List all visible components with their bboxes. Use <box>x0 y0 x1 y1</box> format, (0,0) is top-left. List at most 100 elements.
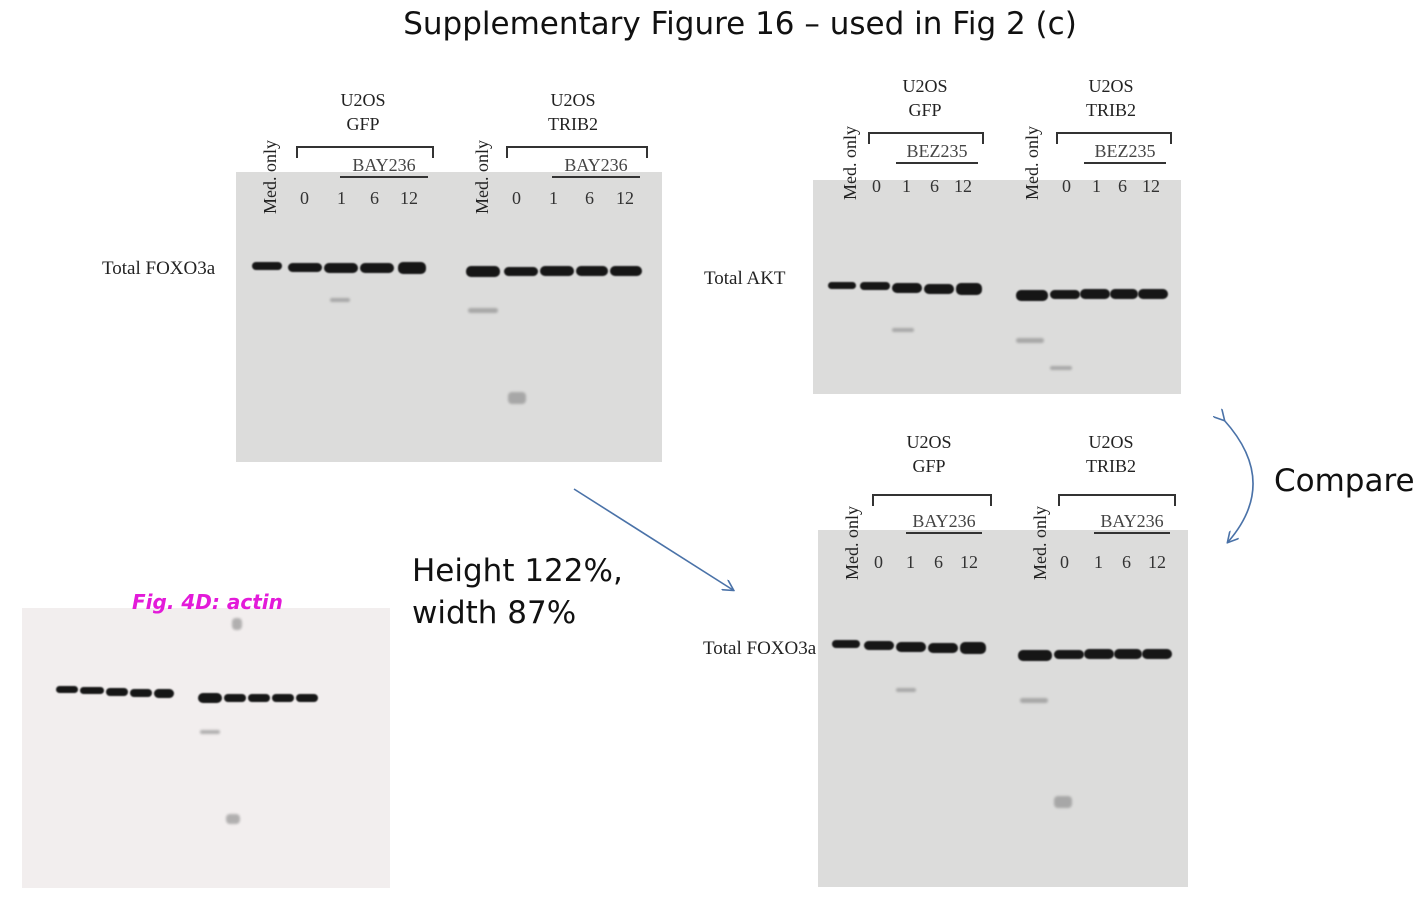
group-bracket <box>296 146 434 158</box>
group-label: U2OS GFP <box>318 88 408 136</box>
group-name-line1: U2OS <box>906 432 952 452</box>
resize-note-line1: Height 122%, <box>412 553 623 589</box>
group-label: U2OS TRIB2 <box>1066 430 1156 478</box>
gel-band <box>106 688 128 696</box>
gel-band <box>198 693 222 703</box>
gel-band <box>1084 649 1114 659</box>
gel-band <box>56 686 78 693</box>
gel-band <box>398 262 426 274</box>
gel-band <box>248 694 270 702</box>
lane-label: 1 <box>1092 176 1101 196</box>
lane-label: 0 <box>1062 176 1071 196</box>
gel-band <box>1080 289 1110 299</box>
group-bracket <box>1058 494 1176 506</box>
resize-arrow <box>573 488 733 590</box>
faint-band <box>330 298 350 302</box>
lane-label: 6 <box>1118 176 1127 196</box>
compare-label: Compare <box>1274 463 1415 499</box>
resize-note: Height 122%, width 87% <box>412 550 623 634</box>
lane-label: 12 <box>616 188 634 208</box>
gel-band <box>896 642 926 652</box>
gel-membrane <box>818 530 1188 887</box>
faint-band <box>200 730 220 734</box>
gel-band <box>1018 650 1052 661</box>
gel-band <box>1050 290 1080 299</box>
gel-band <box>324 263 358 273</box>
group-name-line2: TRIB2 <box>547 114 598 134</box>
gel-band <box>832 640 860 648</box>
gel-band <box>610 266 642 276</box>
resize-note-line2: width 87% <box>412 595 577 631</box>
faint-band <box>1050 366 1072 370</box>
lane-label: 12 <box>400 188 418 208</box>
faint-band <box>892 328 914 332</box>
group-bracket <box>872 494 992 506</box>
group-name-line1: U2OS <box>1088 432 1134 452</box>
gel-band <box>1054 650 1084 659</box>
faint-band <box>508 392 526 404</box>
group-bracket <box>868 132 984 144</box>
gel-band <box>860 282 890 290</box>
group-name-line2: TRIB2 <box>1085 456 1136 476</box>
gel-membrane <box>22 608 390 888</box>
lane-label: 1 <box>337 188 346 208</box>
treatment-label: BEZ235 <box>1084 140 1166 164</box>
row-label: Total AKT <box>704 268 786 289</box>
gel-band <box>1110 289 1138 299</box>
gel-band <box>466 266 500 277</box>
faint-band <box>468 308 498 313</box>
gel-band <box>960 642 986 654</box>
faint-band <box>1054 796 1072 808</box>
gel-band <box>288 263 322 272</box>
lane-label: 6 <box>370 188 379 208</box>
gel-band <box>360 263 394 273</box>
lane-label: 0 <box>512 188 521 208</box>
gel-band <box>576 266 608 276</box>
gel-band <box>224 694 246 702</box>
gel-membrane <box>236 172 662 462</box>
gel-band <box>1142 649 1172 659</box>
row-label: Total FOXO3a <box>102 258 216 279</box>
lane-label: 1 <box>1094 552 1103 572</box>
treatment-label: BEZ235 <box>896 140 978 164</box>
group-label: U2OS GFP <box>880 74 970 122</box>
gel-band <box>1114 649 1142 659</box>
gel-band <box>130 689 152 697</box>
group-name-line1: U2OS <box>902 76 948 96</box>
gel-band <box>828 282 856 289</box>
gel-band <box>1016 290 1048 301</box>
lane-label: 6 <box>585 188 594 208</box>
faint-band <box>226 814 240 824</box>
lane-label: 0 <box>300 188 309 208</box>
gel-band <box>864 641 894 650</box>
lane-label: 12 <box>1142 176 1160 196</box>
gel-band <box>892 283 922 293</box>
group-label: U2OS TRIB2 <box>1066 74 1156 122</box>
lane-label: 12 <box>1148 552 1166 572</box>
gel-band <box>154 689 174 698</box>
lane-label: 0 <box>874 552 883 572</box>
gel-band <box>956 283 982 295</box>
lane-label: 1 <box>549 188 558 208</box>
lane-label: 12 <box>960 552 978 572</box>
gel-band <box>504 267 538 276</box>
compare-arrow <box>1224 420 1254 542</box>
group-name-line2: GFP <box>908 100 942 120</box>
group-label: U2OS TRIB2 <box>528 88 618 136</box>
figure-title: Supplementary Figure 16 – used in Fig 2 … <box>403 6 1077 42</box>
group-name-line1: U2OS <box>550 90 596 110</box>
lane-label: 12 <box>954 176 972 196</box>
gel-band <box>924 284 954 294</box>
group-name-line1: U2OS <box>340 90 386 110</box>
treatment-label: BAY236 <box>340 154 428 178</box>
gel-band <box>252 262 282 270</box>
lane-label: 0 <box>872 176 881 196</box>
group-bracket <box>506 146 648 158</box>
group-name-line2: GFP <box>346 114 380 134</box>
faint-band <box>232 618 242 630</box>
lane-label: 6 <box>1122 552 1131 572</box>
faint-band <box>896 688 916 692</box>
lane-label: 6 <box>934 552 943 572</box>
treatment-label: BAY236 <box>1094 510 1170 534</box>
